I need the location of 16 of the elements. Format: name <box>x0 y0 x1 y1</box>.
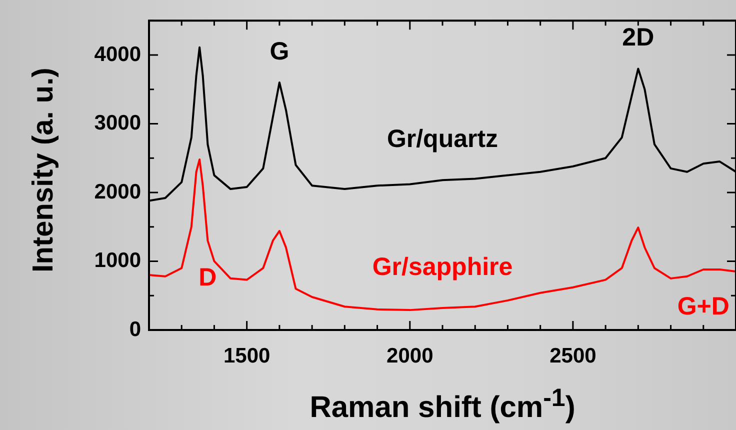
y-tick-label: 3000 <box>94 112 141 135</box>
annotation: G <box>270 37 290 66</box>
x-tick-label: 2500 <box>550 344 596 368</box>
y-axis-title: Intensity (a. u.) <box>28 68 60 272</box>
y-tick-label: 0 <box>129 318 141 341</box>
series-label: Gr/quartz <box>386 125 498 154</box>
annotation: D <box>198 264 217 292</box>
y-tick-label: 4000 <box>94 42 141 66</box>
x-tick-label: 1500 <box>223 344 270 368</box>
annotation: G+D <box>677 292 730 320</box>
y-tick-label: 2000 <box>94 180 141 204</box>
y-tick-label: 1000 <box>94 249 141 272</box>
series-label: Gr/sapphire <box>372 252 513 281</box>
x-axis-title: Raman shift (cm$^{-1}$) <box>308 384 576 425</box>
x-tick-label: 2000 <box>386 344 434 368</box>
annotation: 2D <box>622 24 654 52</box>
